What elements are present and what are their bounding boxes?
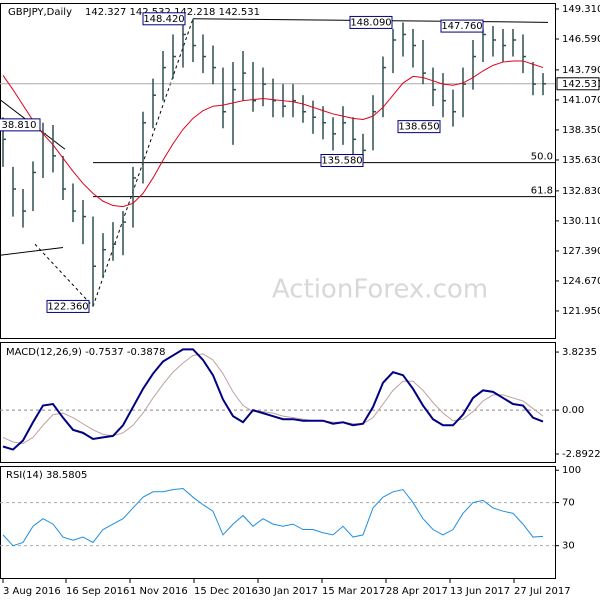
y-tick-label: 30 [562,541,575,552]
annotation-label: 122.360 [47,301,88,312]
fib-label: 61.8 [531,186,553,197]
y-tick-label: 130.110 [562,216,600,227]
y-tick-label: 132.830 [562,186,600,197]
last-price-box [556,77,600,91]
trendline [34,243,94,307]
x-tick-label: 1 Nov 2016 [130,586,188,597]
x-tick-label: 27 Jul 2017 [514,586,571,597]
y-tick-label: 141.070 [562,95,600,106]
y-tick-label: 124.670 [562,276,600,287]
annotation-box [320,154,364,168]
x-tick-label: 13 Jun 2017 [450,586,510,597]
y-tick-label: 149.310 [562,4,600,15]
symbol: GBPJPY,Daily [8,7,72,18]
annotation-box [142,12,186,26]
y-tick-label: 0.00 [562,405,584,416]
annotation-box [349,15,393,29]
last-price-label: 142.531 [562,79,600,90]
annotation-label: 147.760 [441,21,482,32]
y-tick-label: 127.390 [562,246,600,257]
watermark: ActionForex.com [272,275,488,305]
macd-panel [0,342,556,463]
y-tick-label: 70 [562,498,575,509]
x-tick-label: 16 Sep 2016 [66,586,129,597]
series-line [2,348,544,451]
y-tick-label: 143.790 [562,65,600,76]
annotation-label: 148.090 [350,17,391,28]
x-tick-label: 15 Dec 2016 [194,586,258,597]
x-tick-label: 15 Mar 2017 [322,586,385,597]
fib-label: 50.0 [531,152,553,163]
annotation-label: 138.650 [398,122,439,133]
series-line [2,488,544,547]
annotation-label: 135.580 [321,156,362,167]
x-tick-label: 30 Jan 2017 [258,586,318,597]
annotation-box [0,118,41,132]
y-tick-label: 135.630 [562,155,600,166]
y-tick-label: -2.8922 [562,449,600,460]
y-tick-label: 121.950 [562,306,600,317]
annotation-label: 148.420 [143,14,184,25]
series-line [2,353,544,445]
y-tick-label: 100 [562,465,581,476]
trendline [0,246,64,256]
annotation-box [440,19,484,33]
macd-title: MACD(12,26,9) -0.7537 -0.3878 [6,347,166,358]
rsi-title: RSI(14) 38.5805 [6,470,87,481]
annotation-label: 38.810 [2,120,37,131]
annotation-box [46,299,90,313]
x-tick-label: 3 Aug 2016 [3,586,61,597]
annotation-box [397,120,441,134]
x-tick-label: 28 Apr 2017 [386,586,448,597]
rsi-panel [0,466,556,579]
moving-average [2,60,544,208]
y-tick-label: 3.8235 [562,347,597,358]
y-tick-label: 146.590 [562,34,600,45]
price-panel [0,3,556,339]
y-tick-label: 138.350 [562,125,600,136]
